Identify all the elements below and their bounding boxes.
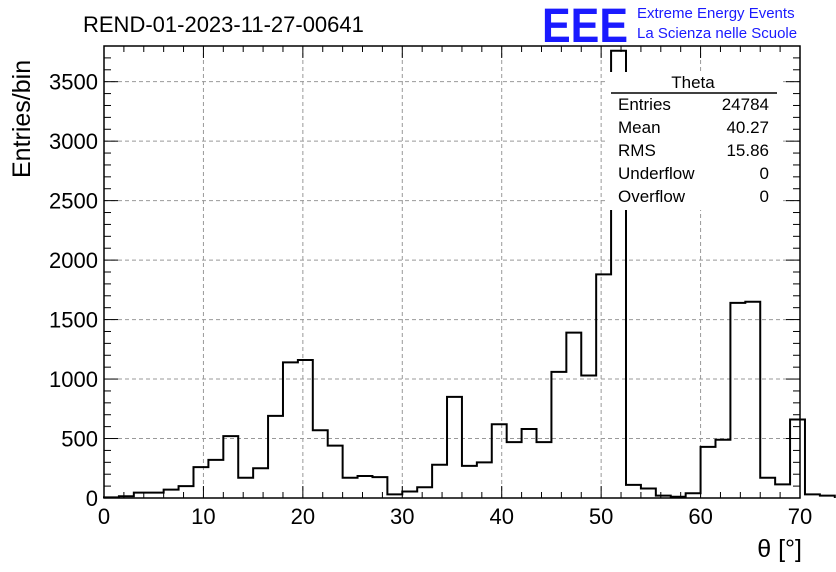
histogram-bin — [566, 333, 581, 498]
histogram-bin — [537, 442, 552, 498]
logo-line-2: La Scienza nelle Scuole — [637, 25, 797, 42]
grid — [104, 46, 800, 498]
histogram-bin — [730, 303, 745, 498]
histogram-bin — [298, 360, 313, 498]
histogram-bin — [596, 274, 611, 498]
histogram-bin — [268, 416, 283, 498]
stats-title: Theta — [671, 73, 715, 92]
histogram-bin — [701, 447, 716, 498]
histogram-bin — [208, 460, 223, 498]
y-tick-label: 2500 — [49, 189, 98, 214]
histogram-bin — [522, 429, 537, 498]
x-tick-label: 70 — [788, 504, 812, 529]
histogram-bin — [193, 467, 208, 498]
histogram-outline — [103, 49, 836, 499]
logo-line-1: Extreme Energy Events — [637, 5, 795, 22]
histogram-bin — [164, 490, 179, 498]
chart-title: REND-01-2023-11-27-00641 — [83, 12, 364, 37]
histogram-bin — [223, 436, 238, 498]
histogram-bin — [745, 302, 760, 498]
stats-label-underflow: Underflow — [618, 164, 695, 183]
y-tick-label: 2000 — [49, 248, 98, 273]
histogram-bin — [417, 487, 432, 498]
y-tick-label: 1000 — [49, 367, 98, 392]
x-tick-label: 30 — [390, 504, 414, 529]
x-tick-labels: 0 10 20 30 40 50 60 70 — [98, 504, 812, 529]
stats-value-underflow: 0 — [760, 164, 769, 183]
stats-label-overflow: Overflow — [618, 187, 686, 206]
eee-logo: EEE — [542, 0, 628, 53]
x-tick-label: 10 — [191, 504, 215, 529]
histogram-bin — [626, 485, 641, 498]
histogram-bin — [507, 442, 522, 498]
histogram-bin — [238, 478, 253, 498]
histogram-bin — [253, 468, 268, 498]
stats-value-entries: 24784 — [722, 95, 769, 114]
histogram-bin — [551, 372, 566, 498]
histogram-bin — [581, 375, 596, 498]
histogram-bin — [715, 440, 730, 498]
histogram-bin — [283, 362, 298, 498]
histogram-bin — [492, 424, 507, 498]
y-tick-label: 500 — [61, 427, 98, 452]
histogram-bin — [775, 484, 790, 498]
stats-box: Theta Entries 24784 Mean 40.27 RMS 15.86… — [608, 72, 780, 210]
histogram-bin — [432, 465, 447, 498]
histogram-bin — [358, 476, 373, 498]
x-tick-label: 0 — [98, 504, 110, 529]
histogram-bin — [477, 462, 492, 498]
x-axis-title: θ [°] — [757, 535, 802, 563]
stats-value-overflow: 0 — [760, 187, 769, 206]
stats-value-mean: 40.27 — [726, 118, 769, 137]
histogram-bin — [372, 477, 387, 498]
y-tick-label: 3000 — [49, 129, 98, 154]
x-tick-label: 20 — [291, 504, 315, 529]
x-tick-label: 60 — [688, 504, 712, 529]
y-axis-title: Entries/bin — [8, 60, 36, 178]
stats-label-mean: Mean — [618, 118, 661, 137]
y-tick-label: 3500 — [49, 70, 98, 95]
y-tick-label: 0 — [86, 486, 98, 511]
stats-label-entries: Entries — [618, 95, 671, 114]
stats-box-background — [608, 72, 780, 210]
y-tick-label: 1500 — [49, 308, 98, 333]
stats-label-rms: RMS — [618, 141, 656, 160]
histogram-bin — [760, 478, 775, 498]
histogram-bin — [447, 397, 462, 498]
histogram-bin — [179, 486, 194, 498]
histogram-bin — [313, 430, 328, 498]
x-tick-label: 50 — [589, 504, 613, 529]
stats-value-rms: 15.86 — [726, 141, 769, 160]
x-tick-label: 40 — [489, 504, 513, 529]
y-tick-labels: 0 500 1000 1500 2000 2500 3000 3500 — [49, 70, 98, 511]
axis-ticks — [103, 45, 801, 499]
histogram-bin — [328, 446, 343, 498]
histogram-bin — [641, 488, 656, 498]
histogram-bin — [343, 478, 358, 498]
histogram-bin — [462, 466, 477, 498]
